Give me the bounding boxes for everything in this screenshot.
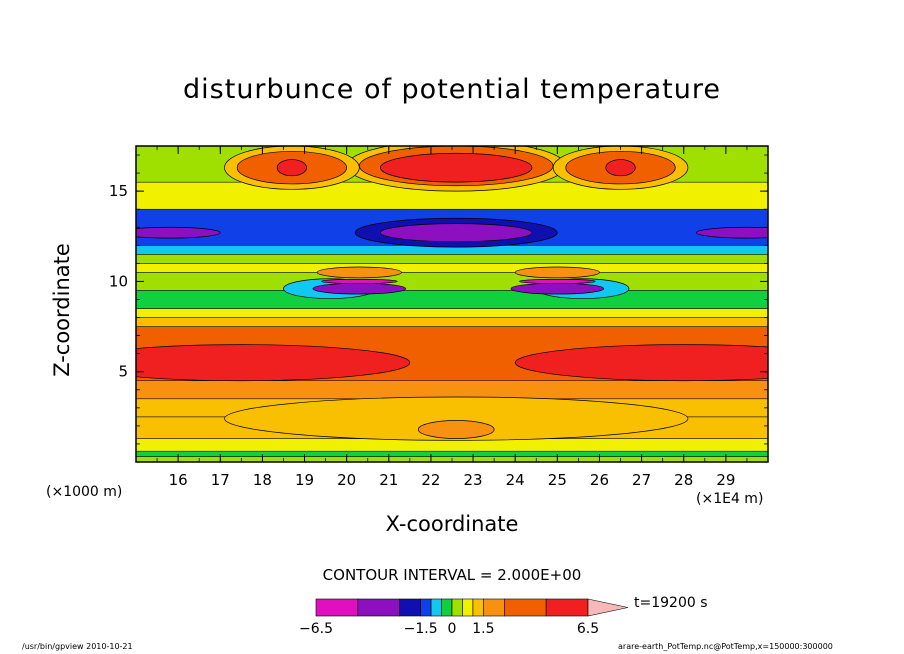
x-tick-label: 22	[421, 471, 440, 489]
contour-region	[276, 159, 307, 177]
contour-region	[417, 420, 495, 439]
x-axis-unit: (×1E4 m)	[696, 491, 764, 507]
contour-region	[514, 344, 768, 382]
contour-region	[136, 344, 411, 382]
footer-left: /usr/bin/gpview 2010-10-21	[22, 642, 133, 651]
chart-title: disturbunce of potential temperature	[183, 74, 721, 105]
contour-region	[136, 226, 221, 239]
colorbar-segment	[483, 598, 505, 617]
x-tick-label: 18	[253, 471, 272, 489]
y-axis-ticks: 5 10 15	[109, 154, 768, 445]
colorbar-segment	[399, 598, 421, 617]
colorbar-tick-label: −1.5	[404, 621, 438, 637]
colorbar-segment	[504, 598, 547, 617]
time-label: t=19200 s	[634, 595, 708, 611]
x-tick-label: 25	[548, 471, 567, 489]
contour-region	[696, 226, 768, 239]
colorbar-tick-label: 0	[448, 621, 457, 637]
y-tick-label: 15	[109, 182, 128, 200]
colorbar-tick-label: −6.5	[299, 621, 333, 637]
contour-region	[519, 278, 596, 284]
contour-region	[316, 266, 402, 279]
x-tick-label: 19	[295, 471, 314, 489]
y-tick-label: 5	[118, 363, 128, 381]
colorbar-segment	[462, 598, 474, 617]
colorbar-extend-arrow	[587, 598, 629, 617]
x-tick-label: 16	[169, 471, 188, 489]
colorbar-segment	[545, 598, 589, 617]
contour-region	[321, 278, 398, 284]
contour-field	[136, 146, 768, 462]
colorbar-tick-label: 6.5	[577, 621, 599, 637]
y-tick-label: 10	[109, 272, 128, 290]
x-tick-label: 28	[674, 471, 693, 489]
contour-region	[224, 396, 689, 441]
contour-region	[380, 152, 533, 183]
colorbar-segment	[420, 598, 432, 617]
contour-interval-text: CONTOUR INTERVAL = 2.000E+00	[322, 566, 582, 584]
y-axis-unit: (×1000 m)	[46, 484, 123, 500]
contour-region	[514, 266, 600, 279]
x-tick-label: 24	[506, 471, 525, 489]
colorbar-segment	[357, 598, 400, 617]
colorbar-segment	[441, 598, 453, 617]
x-tick-label: 17	[211, 471, 230, 489]
x-tick-label: 23	[464, 471, 483, 489]
x-tick-label: 21	[379, 471, 398, 489]
x-axis-ticks: 16 17 18 19 20 21 22 23 24 25 26 27 28 29	[135, 146, 769, 489]
colorbar-segment	[315, 598, 359, 617]
x-tick-label: 29	[716, 471, 735, 489]
x-tick-label: 27	[632, 471, 651, 489]
footer-right: arare-earth_PotTemp.nc@PotTemp,x=150000:…	[618, 642, 833, 651]
colorbar-tick-label: 1.5	[472, 621, 494, 637]
colorbar-segment	[451, 598, 463, 617]
contour-region	[380, 223, 533, 243]
x-tick-label: 26	[590, 471, 609, 489]
x-axis-label: X-coordinate	[385, 512, 519, 536]
colorbar-segment	[430, 598, 442, 617]
x-tick-label: 20	[337, 471, 356, 489]
colorbar-segment	[472, 598, 484, 617]
contour-region	[605, 159, 636, 177]
